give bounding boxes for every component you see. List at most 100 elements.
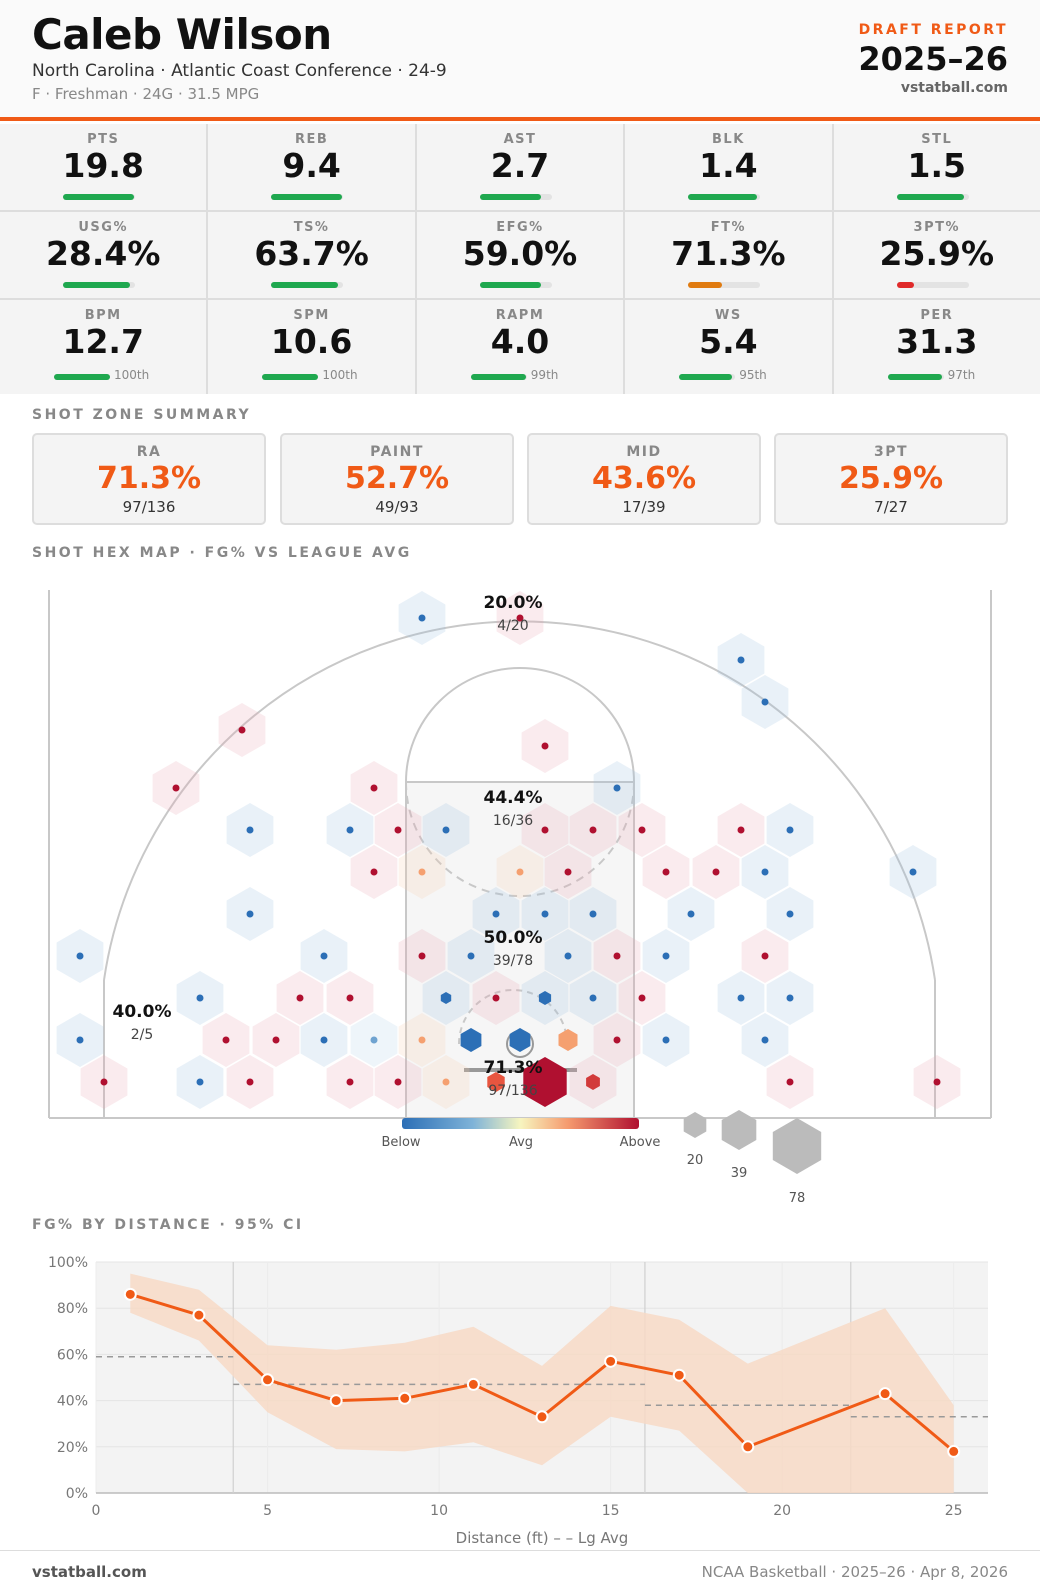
shot-hex-marker	[296, 994, 304, 1002]
stat-blk: BLK 1.4	[625, 124, 832, 210]
shot-hex-marker	[761, 698, 769, 706]
stat-bar-fill	[63, 282, 130, 288]
shot-hex-marker	[516, 614, 524, 622]
y-tick-labels: 0% 20% 40% 60% 80% 100%	[48, 1255, 88, 1502]
shot-hex-marker	[418, 868, 426, 876]
shot-hex-marker	[172, 784, 180, 792]
stat-ft-pct: FT% 71.3%	[625, 212, 832, 298]
fg-data-point	[741, 1440, 755, 1454]
shot-hex-marker	[564, 868, 572, 876]
stat-bar-fill	[271, 194, 342, 200]
header-site-link[interactable]: vstatball.com	[900, 80, 1008, 96]
fg-data-point	[261, 1373, 275, 1387]
stat-value: 59.0%	[462, 234, 578, 273]
stat-pts: PTS 19.8	[0, 124, 207, 210]
zone-frac-label: 97/136	[488, 1083, 537, 1099]
x-tick-label: 10	[430, 1503, 448, 1519]
y-tick-label: 100%	[48, 1255, 88, 1271]
stat-label: STL	[921, 132, 953, 147]
shot-hex-marker	[786, 910, 794, 918]
zone-card-paint: PAINT 52.7% 49/93	[280, 433, 514, 525]
stat-label: SPM	[293, 308, 330, 323]
stat-bar-fill	[688, 282, 723, 288]
shot-hex-marker	[786, 1078, 794, 1086]
stat-percentile: 97th	[947, 368, 976, 382]
stat-label: 3PT%	[913, 220, 961, 235]
zone-fraction: 49/93	[375, 498, 419, 516]
shot-hex-marker	[761, 952, 769, 960]
zone-pct-label: 50.0%	[484, 928, 543, 948]
zone-frac-label: 4/20	[497, 618, 528, 634]
shot-hex-marker	[76, 952, 84, 960]
stat-bar-fill	[679, 374, 733, 380]
shot-hex-marker	[222, 1036, 230, 1044]
stat-bar	[887, 374, 944, 380]
stat-bar	[896, 194, 969, 200]
stat-label: USG%	[78, 220, 128, 235]
fg-series-line	[129, 1292, 955, 1453]
stat-bar-fill	[54, 374, 110, 380]
stat-spm: SPM 10.6 100th	[208, 300, 415, 394]
legend-size-hex-medium	[721, 1110, 757, 1150]
stat-bar-fill	[271, 282, 338, 288]
stat-bar-fill	[896, 194, 964, 200]
shot-hex-marker	[238, 726, 246, 734]
footer-site-link[interactable]: vstatball.com	[32, 1563, 147, 1581]
shot-hex-marker	[492, 994, 500, 1002]
zone-label: MID	[626, 444, 662, 460]
stat-value: 63.7%	[254, 234, 369, 273]
fg-data-point	[192, 1308, 206, 1322]
x-tick-label: 15	[602, 1503, 620, 1519]
distance-chart-title: FG% BY DISTANCE · 95% CI	[32, 1217, 304, 1233]
stat-percentile: 95th	[739, 368, 767, 382]
fg-data-point	[398, 1391, 412, 1405]
stat-bpm: BPM 12.7 100th	[0, 300, 207, 394]
shot-hex-marker	[370, 1036, 378, 1044]
zone-card-mid: MID 43.6% 17/39	[527, 433, 761, 525]
player-meta-line: F · Freshman · 24G · 31.5 MPG	[32, 85, 260, 103]
shot-hex-marker	[589, 910, 597, 918]
stat-reb: REB 9.4	[208, 124, 415, 210]
legend-above-label: Above	[620, 1135, 661, 1150]
zone-label: 3PT	[873, 444, 909, 460]
y-tick-label: 20%	[57, 1440, 88, 1456]
fg-data-point	[123, 1287, 137, 1301]
shot-hex	[523, 1057, 567, 1107]
shot-hex-marker	[541, 910, 549, 918]
fg-data-point	[604, 1354, 618, 1368]
stat-value: 28.4%	[45, 234, 161, 273]
shot-hex-marker	[418, 1036, 426, 1044]
stat-label: EFG%	[496, 220, 544, 235]
stat-value: 2.7	[490, 146, 550, 185]
stat-bar	[479, 282, 552, 288]
shot-hex-marker	[662, 1036, 670, 1044]
zone-value: 25.9%	[838, 461, 944, 496]
zone-card-3pt: 3PT 25.9% 7/27	[774, 433, 1008, 525]
zone-frac-label: 2/5	[131, 1027, 154, 1043]
legend-below-label: Below	[381, 1135, 420, 1150]
zone-labels: 20.0% 4/20 44.4% 16/36 50.0% 39/78 40.0% 2/5 71.…	[113, 593, 543, 1099]
shot-hex-marker	[76, 1036, 84, 1044]
shot-hex-marker	[737, 826, 745, 834]
shot-hex-marker	[516, 868, 524, 876]
stat-value: 71.3%	[671, 234, 786, 273]
color-scale-bar	[402, 1118, 639, 1129]
stat-percentile: 100th	[322, 368, 358, 382]
paint-lane	[405, 781, 635, 1119]
court-lines	[48, 590, 992, 1119]
stat-bar-fill	[887, 374, 942, 380]
shot-hex	[558, 1029, 578, 1051]
shot-hex-marker	[418, 952, 426, 960]
stat-usg-pct: USG% 28.4%	[0, 212, 207, 298]
shot-hex-marker	[467, 952, 475, 960]
stat-value: 12.7	[62, 322, 144, 361]
stat-label: BPM	[84, 308, 122, 323]
stat-value: 10.6	[270, 322, 353, 361]
stat-bar	[271, 282, 344, 288]
stat-value: 9.4	[282, 146, 341, 185]
zone-pct-label: 71.3%	[484, 1058, 543, 1078]
shot-hex-marker	[196, 994, 204, 1002]
zone-card-ra: RA 71.3% 97/136	[32, 433, 266, 525]
zone-fraction: 7/27	[874, 498, 908, 516]
shot-hex-marker	[346, 826, 354, 834]
